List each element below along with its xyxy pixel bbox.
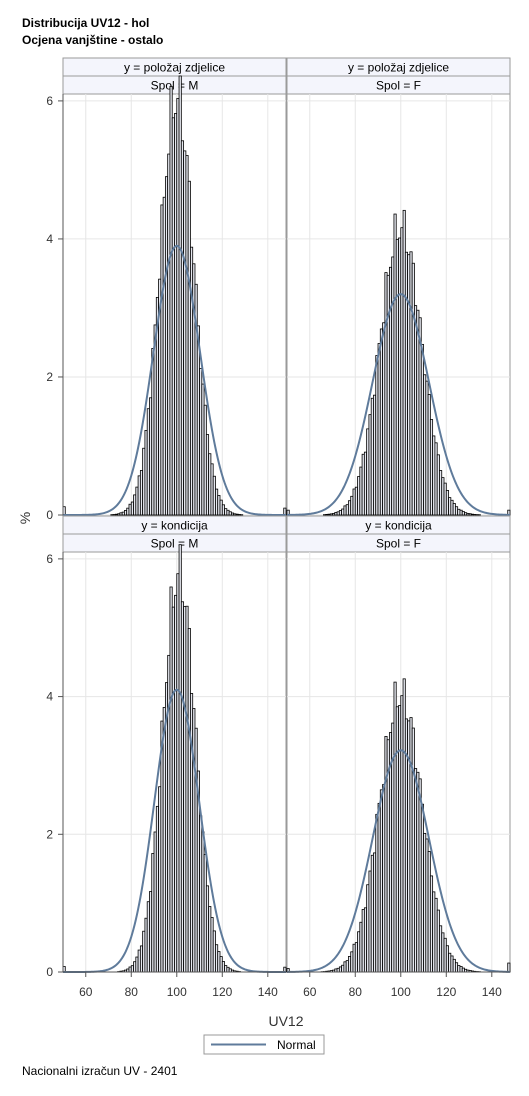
panel-col-label: Spol = F [376, 537, 421, 551]
panel-row-label: y = položaj zdjelice [124, 61, 225, 75]
y-tick-label: 2 [46, 827, 53, 841]
x-tick-label: 80 [125, 985, 139, 999]
y-axis-label: % [17, 512, 33, 524]
panel: y = položaj zdjelice Spol = F [286, 57, 511, 516]
y-axes: 0 2 4 6 0 2 4 6 [46, 94, 64, 979]
x-axis-label: UV12 [268, 1013, 303, 1029]
histogram-bar [283, 507, 287, 516]
footnote: Nacionalni izračun UV - 2401 [22, 1064, 178, 1078]
panel: y = kondicija Spol = F [286, 515, 511, 973]
x-tick-label: 60 [303, 985, 317, 999]
x-tick-label: 120 [212, 985, 232, 999]
histogram-bars [286, 209, 511, 516]
x-tick-label: 100 [391, 985, 411, 999]
panel-row-label: y = kondicija [365, 519, 432, 533]
y-tick-label: 6 [46, 552, 53, 566]
y-tick-label: 4 [46, 232, 53, 246]
y-tick-label: 6 [46, 94, 53, 108]
histogram-bar [507, 962, 511, 973]
y-tick-label: 0 [46, 508, 53, 522]
x-tick-label: 120 [436, 985, 456, 999]
x-tick-label: 140 [258, 985, 278, 999]
histogram-bars [62, 75, 287, 516]
panel-row-label: y = kondicija [141, 519, 208, 533]
x-axis: 60 80 100 120 140 60 80 100 120 140 [63, 971, 510, 999]
y-tick-label: 0 [46, 965, 53, 979]
normal-curve [286, 293, 511, 516]
panel-col-label: Spol = F [376, 79, 421, 93]
histogram-bars [286, 678, 511, 973]
legend-normal-label: Normal [277, 1038, 316, 1052]
chart-title: Distribucija UV12 - hol [22, 16, 149, 30]
normal-curve [286, 749, 511, 973]
y-tick-label: 2 [46, 370, 53, 384]
x-tick-label: 80 [349, 985, 363, 999]
panel: y = kondicija Spol = M [62, 515, 287, 973]
y-tick-label: 4 [46, 690, 53, 704]
panel: y = položaj zdjelice Spol = M [62, 57, 287, 516]
panel-col-label: Spol = M [151, 537, 199, 551]
x-tick-label: 60 [79, 985, 93, 999]
chart-subtitle: Ocjena vanjštine - ostalo [22, 33, 163, 47]
normal-curve [63, 688, 286, 973]
panel-col-label: Spol = M [151, 79, 199, 93]
x-tick-label: 140 [482, 985, 502, 999]
panel-row-label: y = položaj zdjelice [348, 61, 449, 75]
legend: Normal [203, 1034, 325, 1055]
x-tick-label: 100 [167, 985, 187, 999]
normal-curve [63, 244, 287, 516]
